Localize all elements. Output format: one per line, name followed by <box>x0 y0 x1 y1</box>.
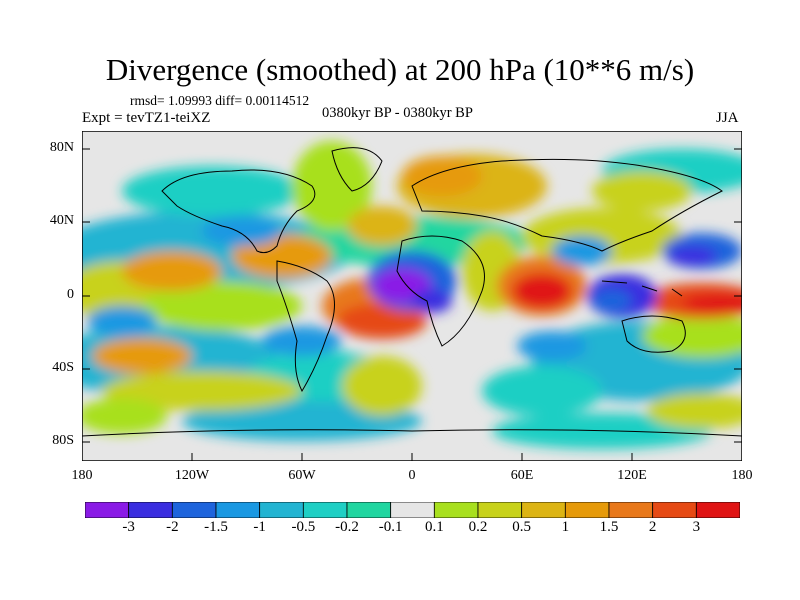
colorbar-label: -3 <box>122 519 135 535</box>
season-label: JJA <box>716 110 739 126</box>
colorbar-swatch <box>346 502 392 518</box>
x-label-180e: 180 <box>731 468 753 483</box>
colorbar-label: 0.5 <box>512 519 532 535</box>
colorbar-swatch <box>477 502 523 518</box>
period-label: 0380kyr BP - 0380kyr BP <box>322 105 473 121</box>
colorbar <box>85 502 740 518</box>
colorbar-swatch <box>433 502 479 518</box>
colorbar-swatch <box>652 502 697 518</box>
colorbar-swatch <box>695 502 740 518</box>
y-label-80n: 80N <box>49 140 74 155</box>
colorbar-swatch <box>564 502 610 518</box>
x-label-120e: 120E <box>617 468 647 483</box>
colorbar-label: 2 <box>648 519 657 535</box>
coastlines <box>82 147 742 437</box>
colorbar-swatch <box>171 502 217 518</box>
colorbar-label: 1 <box>561 519 570 535</box>
colorbar-label: 3 <box>692 519 701 535</box>
y-label-40s: 40S <box>52 360 74 375</box>
axis-ticks <box>82 148 742 461</box>
colorbar-label: 0.2 <box>468 519 488 535</box>
colorbar-label: -0.1 <box>378 519 403 535</box>
y-label-0: 0 <box>67 287 74 302</box>
colorbar-label: -0.2 <box>335 519 359 535</box>
colorbar-label: 1.5 <box>599 519 619 535</box>
x-label-60e: 60E <box>510 468 534 483</box>
colorbar-swatch <box>390 502 435 518</box>
colorbar-swatch <box>608 502 654 518</box>
colorbar-swatch <box>259 502 304 518</box>
experiment-label: Expt = tevTZ1-teiXZ <box>82 110 211 126</box>
colorbar-label: -0.5 <box>291 519 316 535</box>
x-label-0: 0 <box>408 468 416 483</box>
y-label-80s: 80S <box>52 433 74 448</box>
colorbar-label: -1 <box>253 519 266 535</box>
colorbar-swatch <box>521 502 566 518</box>
colorbar-label: -1.5 <box>204 519 228 535</box>
colorbar-swatch <box>215 502 261 518</box>
stats-label: rmsd= 1.09993 diff= 0.00114512 <box>130 93 310 108</box>
colorbar-label: 0.1 <box>424 519 444 535</box>
x-label-120w: 120W <box>174 468 210 483</box>
y-label-40n: 40N <box>49 213 74 228</box>
colorbar-swatch <box>128 502 173 518</box>
colorbar-label: -2 <box>166 519 179 535</box>
divergence-field <box>82 141 742 449</box>
colorbar-swatch <box>302 502 348 518</box>
x-label-180w: 180 <box>71 468 93 483</box>
x-label-60w: 60W <box>288 468 316 483</box>
divergence-map <box>82 131 742 461</box>
colorbar-swatch <box>85 502 130 518</box>
plot-title: Divergence (smoothed) at 200 hPa (10**6 … <box>105 52 695 87</box>
